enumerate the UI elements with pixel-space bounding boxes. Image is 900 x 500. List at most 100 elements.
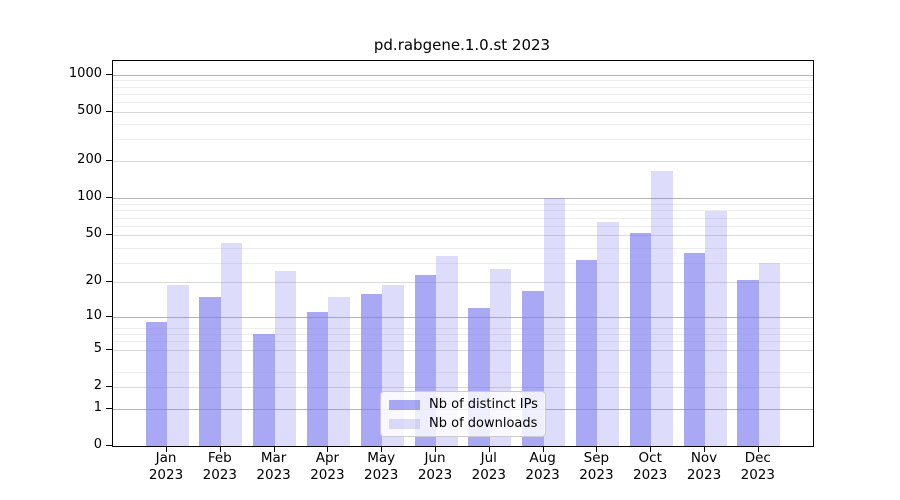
gridline-minor: [113, 93, 813, 95]
y-tick-label: 50: [85, 225, 102, 241]
x-tick-month: Mar: [260, 450, 287, 466]
gridline-minor: [113, 247, 813, 249]
bar-distinct-ips: [145, 322, 167, 446]
y-tick-label: 0: [93, 437, 102, 452]
bar-downloads: [651, 171, 673, 446]
gridline-major: [113, 317, 813, 319]
y-tick-mark: [106, 316, 112, 318]
bar-distinct-ips: [306, 312, 329, 446]
bar-downloads: [220, 242, 243, 446]
y-tick-mark: [106, 445, 112, 446]
gridline-major: [113, 74, 813, 76]
x-tick-month: Dec: [744, 450, 771, 466]
x-tick-mark: [219, 446, 221, 452]
x-tick-mark: [542, 446, 544, 452]
y-tick-mark: [106, 110, 112, 112]
x-tick-year: 2023: [256, 467, 291, 483]
bar-distinct-ips: [575, 259, 598, 446]
x-tick-label: Jul 2023: [457, 450, 521, 484]
x-tick-mark: [381, 446, 383, 452]
y-tick-mark: [106, 385, 112, 387]
x-tick-mark: [327, 446, 329, 452]
bar-downloads: [597, 222, 619, 446]
gridline: [113, 282, 813, 284]
gridline-minor: [113, 217, 813, 219]
y-tick-label: 5: [93, 340, 102, 356]
gridline-minor: [113, 210, 813, 212]
x-tick-label: Feb 2023: [188, 450, 252, 484]
bar-distinct-ips: [199, 296, 221, 446]
x-tick-month: Jul: [480, 450, 497, 466]
y-tick-label: 2: [93, 377, 102, 393]
y-tick-label: 10: [85, 308, 102, 324]
gridline-minor: [113, 327, 813, 329]
x-tick-year: 2023: [633, 467, 668, 483]
gridline-minor: [113, 334, 813, 336]
x-tick-month: Jan: [155, 450, 177, 466]
y-tick-label: 500: [77, 102, 102, 118]
x-tick-label: Nov 2023: [672, 450, 736, 484]
gridline: [113, 111, 813, 113]
x-tick-month: Oct: [638, 450, 662, 466]
x-tick-month: Sep: [583, 450, 610, 466]
gridline: [113, 386, 813, 388]
x-tick-year: 2023: [740, 467, 775, 483]
bar-distinct-ips: [629, 232, 652, 446]
y-tick-mark: [106, 196, 112, 198]
x-tick-year: 2023: [525, 467, 560, 483]
x-tick-mark: [704, 446, 705, 452]
y-tick-mark: [106, 73, 112, 75]
x-tick-month: Feb: [207, 450, 232, 466]
bar-downloads: [705, 211, 727, 446]
bar-downloads: [543, 197, 566, 446]
x-tick-mark: [273, 446, 275, 452]
gridline-minor: [113, 102, 813, 104]
bar-downloads: [167, 284, 189, 446]
gridline-minor: [113, 204, 813, 206]
gridline: [113, 234, 813, 236]
x-tick-label: Aug 2023: [511, 450, 575, 484]
gridline-minor: [113, 341, 813, 343]
x-tick-mark: [166, 446, 167, 452]
x-tick-month: Jun: [424, 450, 446, 466]
x-tick-mark: [435, 446, 436, 452]
x-tick-year: 2023: [417, 467, 453, 483]
gridline-minor: [113, 263, 813, 265]
x-tick-mark: [757, 446, 759, 452]
gridline-major: [113, 197, 813, 199]
gridline-minor: [113, 371, 813, 373]
x-tick-label: Jan 2023: [134, 450, 198, 484]
bar-distinct-ips: [360, 293, 383, 446]
x-tick-label: Apr 2023: [295, 450, 359, 484]
gridline: [113, 160, 813, 162]
y-tick-mark: [106, 348, 112, 350]
y-tick-mark: [106, 233, 112, 235]
x-tick-label: Jun 2023: [403, 450, 467, 484]
y-tick-label: 1000: [68, 65, 102, 81]
bar-downloads: [274, 270, 297, 446]
x-tick-year: 2023: [364, 467, 399, 483]
gridline-minor: [113, 225, 813, 227]
y-tick-mark: [106, 159, 112, 161]
y-tick-label: 20: [85, 273, 102, 289]
x-tick-label: Sep 2023: [564, 450, 628, 484]
x-tick-year: 2023: [310, 467, 345, 483]
legend-label-distinct-ips: Nb of distinct IPs: [429, 397, 538, 412]
gridline-minor: [113, 123, 813, 125]
x-tick-year: 2023: [686, 467, 722, 483]
y-tick-mark: [106, 407, 112, 409]
x-tick-month: May: [367, 450, 396, 466]
x-tick-label: Mar 2023: [242, 450, 306, 484]
bar-distinct-ips: [683, 253, 705, 446]
legend-row-downloads: Nb of downloads: [389, 416, 537, 431]
gridline-minor: [113, 139, 813, 141]
legend-swatch-downloads: [389, 418, 420, 429]
legend: Nb of distinct IPs Nb of downloads: [380, 391, 546, 437]
x-tick-year: 2023: [579, 467, 614, 483]
gridline-minor: [113, 80, 813, 82]
y-tick-label: 100: [77, 188, 102, 204]
x-tick-mark: [650, 446, 652, 452]
chart-title: pd.rabgene.1.0.st 2023: [373, 36, 551, 54]
legend-label-downloads: Nb of downloads: [429, 416, 538, 431]
